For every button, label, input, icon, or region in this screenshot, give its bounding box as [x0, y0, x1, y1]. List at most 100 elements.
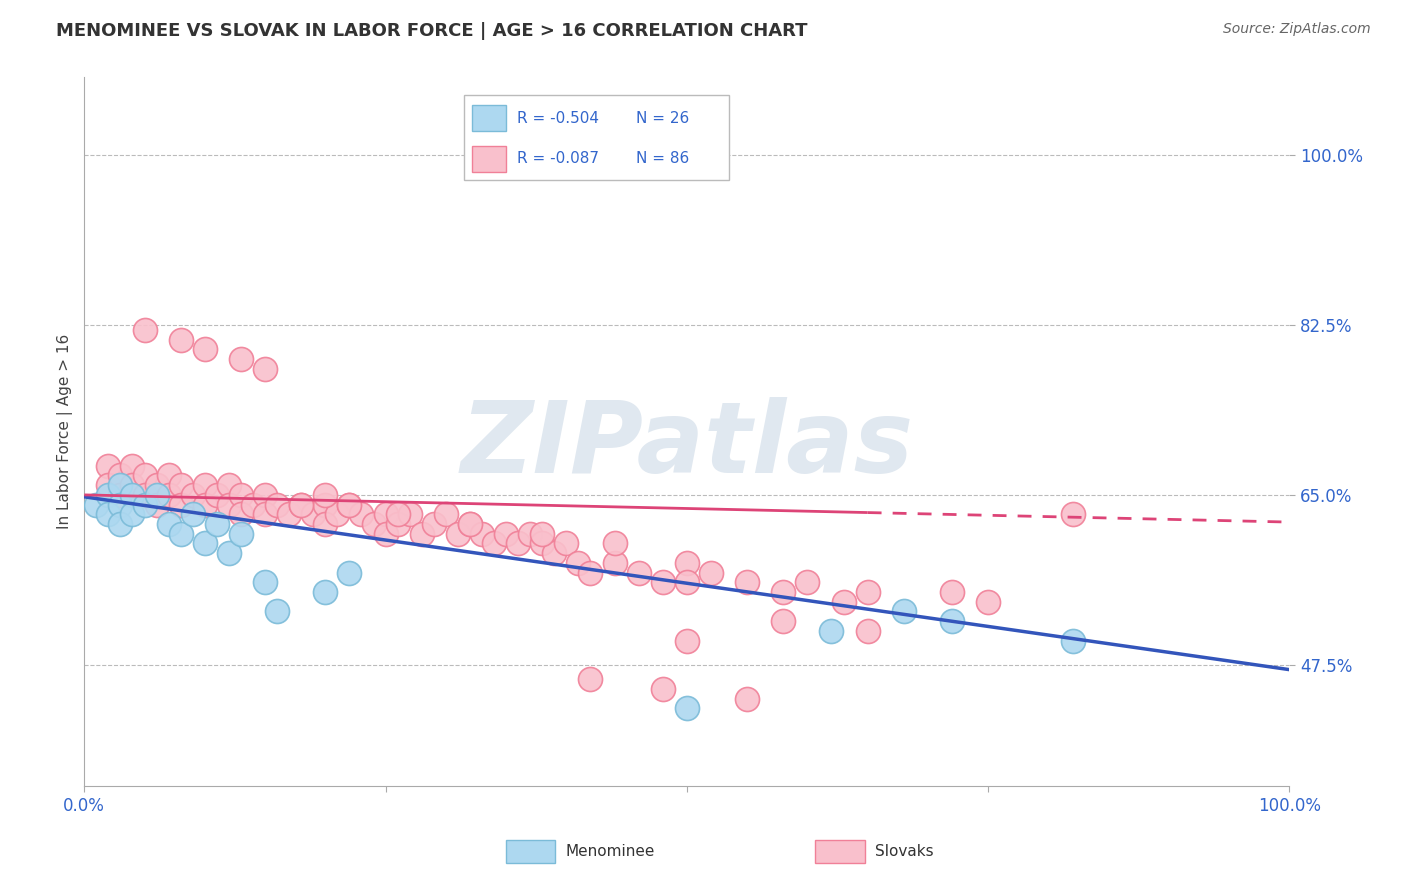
- Point: [110, 516, 132, 531]
- Point: [350, 508, 373, 522]
- Point: [134, 498, 156, 512]
- Point: [495, 526, 517, 541]
- Point: [110, 478, 132, 492]
- Point: [229, 488, 252, 502]
- Point: [110, 468, 132, 483]
- Point: [121, 478, 143, 492]
- Point: [290, 498, 312, 512]
- Point: [170, 526, 193, 541]
- Point: [326, 508, 349, 522]
- Text: Source: ZipAtlas.com: Source: ZipAtlas.com: [1223, 22, 1371, 37]
- Point: [314, 488, 336, 502]
- Point: [254, 488, 277, 502]
- Point: [1062, 508, 1084, 522]
- Point: [651, 681, 673, 696]
- Point: [97, 508, 120, 522]
- Point: [170, 478, 193, 492]
- Point: [145, 498, 167, 512]
- Point: [97, 458, 120, 473]
- Point: [181, 508, 204, 522]
- Point: [145, 488, 167, 502]
- Point: [145, 478, 167, 492]
- Point: [278, 508, 301, 522]
- Point: [508, 536, 530, 550]
- Point: [194, 498, 217, 512]
- Point: [157, 488, 180, 502]
- Point: [157, 516, 180, 531]
- Point: [832, 595, 855, 609]
- Point: [735, 575, 758, 590]
- Point: [110, 498, 132, 512]
- Text: Menominee: Menominee: [565, 845, 655, 859]
- Point: [387, 516, 409, 531]
- Point: [651, 575, 673, 590]
- Point: [339, 498, 361, 512]
- Point: [458, 516, 481, 531]
- Point: [121, 508, 143, 522]
- Point: [856, 585, 879, 599]
- Point: [229, 351, 252, 366]
- Point: [567, 556, 589, 570]
- Point: [856, 624, 879, 638]
- Text: Slovaks: Slovaks: [875, 845, 934, 859]
- Point: [194, 478, 217, 492]
- Point: [339, 566, 361, 580]
- Point: [266, 498, 288, 512]
- Point: [434, 508, 457, 522]
- Point: [254, 575, 277, 590]
- Point: [977, 595, 1000, 609]
- Point: [170, 498, 193, 512]
- Point: [387, 508, 409, 522]
- Point: [423, 516, 446, 531]
- Point: [676, 701, 699, 715]
- Point: [205, 516, 228, 531]
- Point: [266, 604, 288, 618]
- Point: [254, 361, 277, 376]
- Point: [229, 526, 252, 541]
- Point: [398, 508, 420, 522]
- Point: [796, 575, 818, 590]
- Point: [676, 633, 699, 648]
- Point: [302, 508, 325, 522]
- Point: [772, 585, 794, 599]
- Point: [603, 536, 626, 550]
- Point: [314, 498, 336, 512]
- Point: [134, 323, 156, 337]
- Point: [170, 333, 193, 347]
- Point: [218, 546, 240, 560]
- Point: [314, 585, 336, 599]
- Point: [374, 508, 396, 522]
- Point: [627, 566, 650, 580]
- Y-axis label: In Labor Force | Age > 16: In Labor Force | Age > 16: [58, 334, 73, 530]
- Point: [579, 673, 602, 687]
- Point: [676, 556, 699, 570]
- Point: [290, 498, 312, 512]
- Point: [339, 498, 361, 512]
- Point: [97, 488, 120, 502]
- Point: [772, 614, 794, 628]
- Point: [941, 585, 963, 599]
- Point: [121, 458, 143, 473]
- Point: [603, 556, 626, 570]
- Point: [458, 516, 481, 531]
- Point: [411, 526, 433, 541]
- Point: [531, 526, 554, 541]
- Point: [941, 614, 963, 628]
- Point: [893, 604, 915, 618]
- Point: [205, 488, 228, 502]
- Point: [314, 516, 336, 531]
- Point: [700, 566, 723, 580]
- Text: MENOMINEE VS SLOVAK IN LABOR FORCE | AGE > 16 CORRELATION CHART: MENOMINEE VS SLOVAK IN LABOR FORCE | AGE…: [56, 22, 807, 40]
- Point: [555, 536, 578, 550]
- Point: [134, 488, 156, 502]
- Point: [97, 478, 120, 492]
- Point: [543, 546, 565, 560]
- Point: [820, 624, 842, 638]
- Point: [254, 508, 277, 522]
- Point: [531, 536, 554, 550]
- Point: [363, 516, 385, 531]
- Point: [519, 526, 541, 541]
- Point: [1062, 633, 1084, 648]
- Point: [471, 526, 494, 541]
- Point: [579, 566, 602, 580]
